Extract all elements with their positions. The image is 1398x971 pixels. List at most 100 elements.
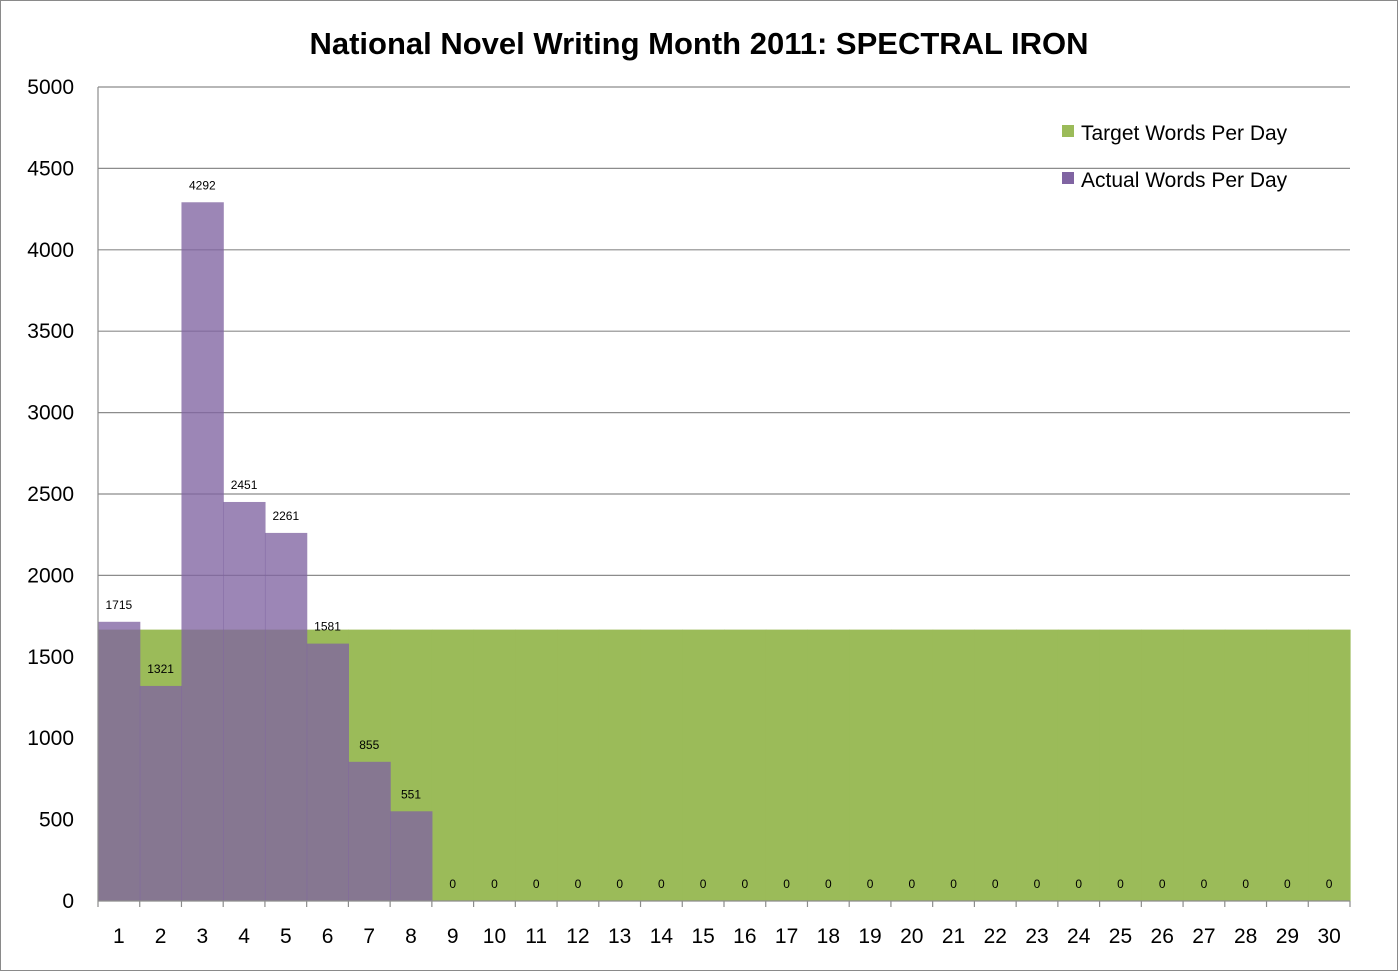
- y-tick-label: 2500: [27, 483, 74, 506]
- actual-bar: [390, 811, 433, 901]
- target-bar: [640, 629, 683, 901]
- data-label: 0: [616, 877, 623, 891]
- y-tick-label: 1000: [27, 727, 74, 750]
- data-label: 0: [1159, 877, 1166, 891]
- target-bar: [765, 629, 809, 901]
- actual-series: [98, 202, 433, 902]
- data-labels: 1715 1321 4292 2451 2261 1581 855 551 0 0 0 0 0 0 0 0 0 0…: [106, 178, 1333, 891]
- x-tick-label: 28: [1234, 925, 1257, 948]
- x-tick-label: 18: [817, 925, 840, 948]
- x-tick-label: 2: [155, 925, 167, 948]
- x-tick-label: 8: [405, 925, 417, 948]
- legend-swatch-actual: [1062, 172, 1074, 184]
- data-label: 0: [783, 877, 790, 891]
- target-bar: [1308, 629, 1351, 901]
- x-tick-label: 3: [196, 925, 208, 948]
- data-label: 2261: [272, 509, 299, 523]
- x-tick-label: 30: [1317, 925, 1340, 948]
- y-tick-label: 4500: [27, 157, 74, 180]
- data-label: 1321: [147, 662, 174, 676]
- x-tick-label: 26: [1151, 925, 1174, 948]
- y-tick-label: 3500: [27, 320, 74, 343]
- x-tick-label: 11: [525, 925, 547, 948]
- target-bar: [932, 629, 975, 901]
- legend: Target Words Per Day Actual Words Per Day: [1062, 122, 1288, 192]
- y-tick-label: 0: [62, 890, 74, 913]
- data-label: 0: [950, 877, 957, 891]
- data-label: 0: [1242, 877, 1249, 891]
- target-bar: [473, 629, 516, 901]
- actual-bar: [181, 202, 224, 902]
- target-bar: [431, 629, 475, 901]
- y-tick-label: 500: [39, 809, 74, 832]
- target-bar: [807, 629, 850, 901]
- data-label: 0: [533, 877, 540, 891]
- data-label: 0: [700, 877, 707, 891]
- target-bar: [598, 629, 642, 901]
- x-tick-label: 9: [447, 925, 459, 948]
- data-label: 0: [449, 877, 456, 891]
- legend-label-target: Target Words Per Day: [1081, 122, 1288, 145]
- data-label: 4292: [189, 178, 216, 192]
- target-bar: [1183, 629, 1226, 901]
- data-label: 0: [491, 877, 498, 891]
- x-tick-label: 7: [363, 925, 375, 948]
- x-tick-label: 17: [775, 925, 798, 948]
- data-label: 0: [825, 877, 832, 891]
- y-tick-label: 4000: [27, 239, 74, 262]
- data-label: 0: [658, 877, 665, 891]
- actual-bar: [306, 643, 349, 901]
- x-tick-label: 21: [942, 925, 965, 948]
- x-tick-label: 27: [1192, 925, 1215, 948]
- target-bar: [724, 629, 767, 901]
- actual-bar: [139, 685, 183, 901]
- x-tick-label: 12: [566, 925, 589, 948]
- x-tick-label: 19: [858, 925, 881, 948]
- data-label: 0: [1326, 877, 1333, 891]
- x-tick-label: 6: [322, 925, 334, 948]
- actual-bar: [264, 532, 308, 901]
- data-label: 0: [575, 877, 582, 891]
- target-bar: [1057, 629, 1101, 901]
- x-tick-label: 16: [733, 925, 756, 948]
- target-bar: [1141, 629, 1184, 901]
- x-tick-label: 5: [280, 925, 292, 948]
- data-label: 2451: [231, 478, 258, 492]
- x-tick-label: 23: [1025, 925, 1048, 948]
- target-bar: [515, 629, 558, 901]
- data-label: 0: [908, 877, 915, 891]
- data-label: 0: [1075, 877, 1082, 891]
- target-bar: [1224, 629, 1268, 901]
- target-bar: [974, 629, 1017, 901]
- x-tick-label: 22: [984, 925, 1007, 948]
- x-tick-label: 24: [1067, 925, 1091, 948]
- data-label: 1581: [314, 620, 341, 634]
- x-tick-label: 14: [650, 925, 674, 948]
- target-bar: [1016, 629, 1059, 901]
- legend-swatch-target: [1062, 125, 1074, 137]
- y-tick-label: 5000: [27, 76, 74, 99]
- x-tick-label: 20: [900, 925, 923, 948]
- target-bar: [682, 629, 725, 901]
- data-label: 0: [742, 877, 749, 891]
- actual-bar: [98, 621, 141, 901]
- target-bar: [1266, 629, 1309, 901]
- target-bar: [890, 629, 934, 901]
- x-tick-label: 25: [1109, 925, 1132, 948]
- data-label: 0: [867, 877, 874, 891]
- actual-bar: [223, 501, 266, 901]
- x-tick-label: 1: [113, 925, 125, 948]
- data-label: 551: [401, 787, 421, 801]
- axes: 0500100015002000250030003500400045005000…: [27, 76, 1351, 948]
- x-tick-label: 10: [483, 925, 506, 948]
- data-label: 0: [992, 877, 999, 891]
- target-bar: [849, 629, 892, 901]
- legend-label-actual: Actual Words Per Day: [1081, 169, 1288, 192]
- target-bar: [1099, 629, 1142, 901]
- data-label: 0: [1284, 877, 1291, 891]
- x-tick-label: 15: [691, 925, 714, 948]
- chart-title: National Novel Writing Month 2011: SPECT…: [309, 26, 1089, 61]
- actual-bar: [348, 761, 391, 901]
- data-label: 0: [1117, 877, 1124, 891]
